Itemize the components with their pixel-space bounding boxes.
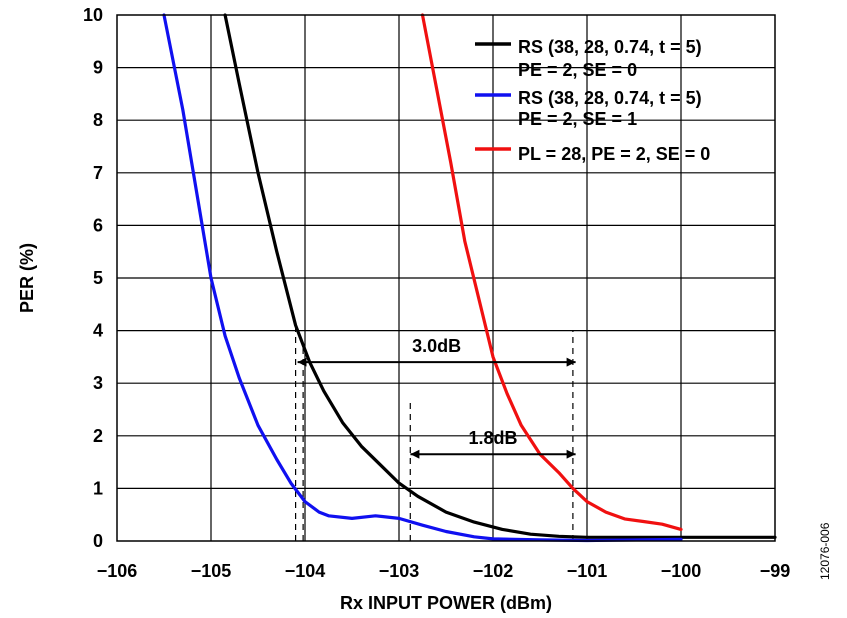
x-tick-label: −101 (567, 561, 608, 581)
y-tick-label: 8 (93, 110, 103, 130)
series-line-1 (223, 13, 777, 539)
x-tick-label: −106 (97, 561, 138, 581)
legend-label: PE = 2, SE = 0 (518, 60, 637, 80)
x-tick-label: −102 (473, 561, 514, 581)
y-tick-label: 0 (93, 531, 103, 551)
y-tick-labels: 0 1 2 3 4 5 6 7 8 9 10 (83, 5, 103, 551)
x-axis-label: Rx INPUT POWER (dBm) (340, 593, 552, 613)
annotation-label: 1.8dB (468, 428, 517, 448)
annotation-label: 3.0dB (412, 336, 461, 356)
y-tick-label: 10 (83, 5, 103, 25)
y-tick-label: 3 (93, 373, 103, 393)
grid (117, 15, 775, 541)
x-tick-label: −99 (760, 561, 791, 581)
y-tick-label: 1 (93, 478, 103, 498)
y-axis-label: PER (%) (17, 243, 37, 313)
legend-label: PL = 28, PE = 2, SE = 0 (518, 144, 710, 164)
x-tick-label: −105 (191, 561, 232, 581)
dashed-markers (295, 325, 574, 541)
y-tick-label: 7 (93, 163, 103, 183)
plot-frame (116, 14, 776, 542)
series-line-2 (162, 13, 683, 543)
legend-label: RS (38, 28, 0.74, t = 5) (518, 37, 702, 57)
x-tick-label: −100 (661, 561, 702, 581)
legend: RS (38, 28, 0.74, t = 5) PE = 2, SE = 0 RS… (475, 37, 710, 164)
legend-label: PE = 2, SE = 1 (518, 109, 637, 129)
figure-id: 12076-006 (818, 522, 832, 580)
x-tick-label: −103 (379, 561, 420, 581)
y-tick-label: 4 (93, 321, 103, 341)
x-tick-labels: −106 −105 −104 −103 −102 −101 −100 −99 (97, 561, 791, 581)
x-tick-label: −104 (285, 561, 326, 581)
annotations: 3.0dB 1.8dB (297, 336, 576, 459)
y-tick-label: 9 (93, 58, 103, 78)
y-tick-label: 2 (93, 426, 103, 446)
y-tick-label: 5 (93, 268, 103, 288)
y-tick-label: 6 (93, 215, 103, 235)
legend-label: RS (38, 28, 0.74, t = 5) (518, 88, 702, 108)
